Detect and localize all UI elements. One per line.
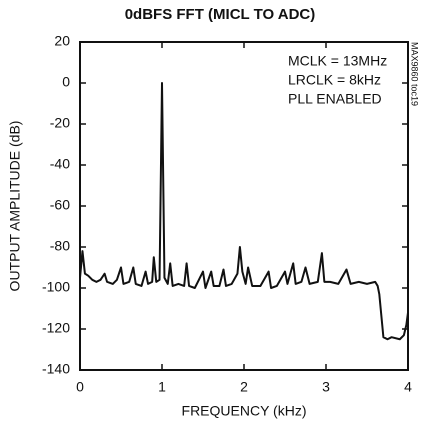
- x-tick-label: 2: [240, 379, 248, 395]
- y-tick-label: -60: [50, 197, 70, 213]
- x-tick-label: 1: [158, 379, 166, 395]
- y-tick-label: 20: [54, 33, 70, 49]
- fft-line: [79, 82, 409, 341]
- side-note: MAX9860 toc19: [410, 42, 420, 106]
- y-tick-label: -100: [42, 279, 70, 295]
- y-axis-label: OUTPUT AMPLITUDE (dB): [7, 121, 23, 292]
- y-tick-label: -120: [42, 320, 70, 336]
- chart-title: 0dBFS FFT (MICL TO ADC): [125, 6, 316, 23]
- annotation: PLL ENABLED: [288, 91, 382, 107]
- x-tick-label: 4: [404, 379, 412, 395]
- y-tick-label: -80: [50, 238, 70, 254]
- y-tick-label: -40: [50, 156, 70, 172]
- y-tick-label: -20: [50, 115, 70, 131]
- annotation: LRCLK = 8kHz: [288, 72, 381, 88]
- annotation: MCLK = 13MHz: [288, 53, 387, 69]
- y-tick-label: 0: [62, 74, 70, 90]
- x-axis-label: FREQUENCY (kHz): [182, 403, 307, 419]
- y-tick-label: -140: [42, 361, 70, 377]
- x-tick-label: 0: [76, 379, 84, 395]
- x-tick-label: 3: [322, 379, 330, 395]
